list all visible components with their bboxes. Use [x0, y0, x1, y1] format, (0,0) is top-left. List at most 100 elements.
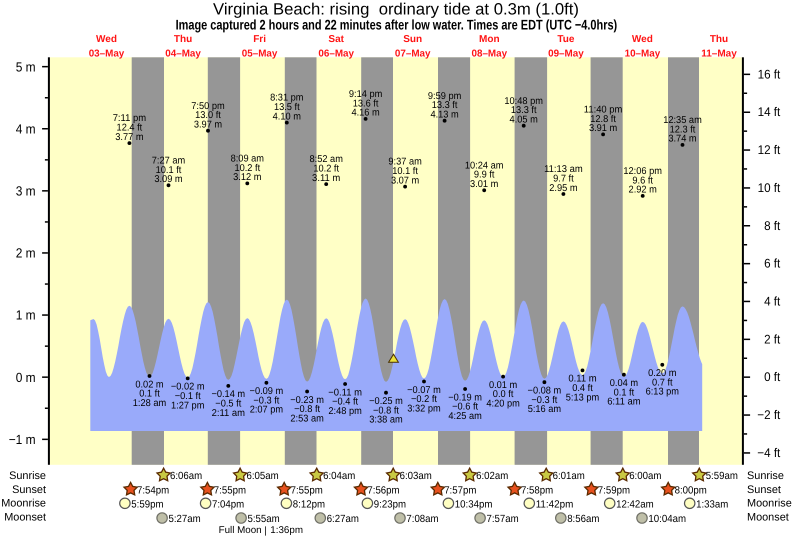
svg-text:12:06 pm: 12:06 pm — [623, 166, 662, 177]
svg-text:0 ft: 0 ft — [764, 370, 781, 384]
svg-text:7:58pm: 7:58pm — [521, 485, 553, 496]
svg-text:3:38 am: 3:38 am — [369, 415, 402, 426]
svg-text:−0.4 ft: −0.4 ft — [332, 397, 358, 408]
svg-text:Full Moon: Full Moon — [219, 525, 262, 536]
svg-text:10.1 ft: 10.1 ft — [156, 165, 182, 176]
svg-text:Moonrise: Moonrise — [747, 498, 792, 510]
svg-text:|: | — [264, 526, 267, 537]
svg-text:Sun: Sun — [403, 34, 422, 45]
svg-text:8:52 am: 8:52 am — [310, 154, 343, 165]
svg-text:2:53 am: 2:53 am — [290, 413, 323, 424]
svg-text:6:27am: 6:27am — [327, 514, 359, 525]
svg-text:−0.1 ft: −0.1 ft — [175, 391, 201, 402]
svg-text:0.20 m: 0.20 m — [648, 368, 676, 379]
svg-text:0.04 m: 0.04 m — [610, 378, 638, 389]
svg-text:0.0 ft: 0.0 ft — [493, 389, 514, 400]
svg-text:4 ft: 4 ft — [764, 295, 781, 309]
svg-text:12:35 am: 12:35 am — [663, 115, 702, 126]
svg-text:10 ft: 10 ft — [758, 181, 781, 195]
svg-text:5:16 am: 5:16 am — [528, 404, 561, 415]
svg-text:3 m: 3 m — [16, 184, 36, 199]
svg-text:7:56pm: 7:56pm — [367, 485, 399, 496]
svg-text:3.91 m: 3.91 m — [589, 123, 617, 134]
svg-text:Wed: Wed — [632, 34, 653, 45]
svg-text:5:27am: 5:27am — [169, 514, 201, 525]
svg-text:9.9 ft: 9.9 ft — [474, 170, 495, 181]
svg-text:9:59 pm: 9:59 pm — [428, 91, 461, 102]
svg-text:Virginia Beach: rising ordina: Virginia Beach: rising ordinary tide at … — [213, 1, 579, 19]
svg-text:2:11 am: 2:11 am — [212, 408, 245, 419]
svg-text:11:13 am: 11:13 am — [544, 164, 583, 175]
svg-text:−0.3 ft: −0.3 ft — [253, 395, 279, 406]
svg-text:8:09 am: 8:09 am — [231, 154, 264, 165]
svg-text:Fri: Fri — [253, 34, 266, 45]
svg-text:07–May: 07–May — [395, 49, 431, 60]
svg-text:04–May: 04–May — [165, 49, 201, 60]
svg-text:−0.11 m: −0.11 m — [328, 387, 362, 398]
svg-text:6:13 pm: 6:13 pm — [646, 387, 679, 398]
svg-text:0.1 ft: 0.1 ft — [614, 387, 635, 398]
svg-text:−0.07 m: −0.07 m — [407, 385, 441, 396]
svg-text:−0.2 ft: −0.2 ft — [411, 394, 437, 405]
svg-text:3.09 m: 3.09 m — [154, 174, 182, 185]
svg-text:Moonrise: Moonrise — [1, 498, 46, 510]
svg-text:3.01 m: 3.01 m — [470, 179, 498, 190]
svg-text:5:13 pm: 5:13 pm — [566, 392, 599, 403]
svg-text:0.01 m: 0.01 m — [489, 380, 517, 391]
svg-text:1:28 am: 1:28 am — [133, 398, 166, 409]
svg-text:2 m: 2 m — [16, 246, 36, 261]
svg-text:Sunset: Sunset — [747, 484, 781, 496]
svg-text:5:55am: 5:55am — [248, 514, 280, 525]
svg-text:10.1 ft: 10.1 ft — [392, 166, 418, 177]
svg-text:4.10 m: 4.10 m — [273, 111, 301, 122]
svg-text:09–May: 09–May — [548, 49, 584, 60]
svg-text:13.5 ft: 13.5 ft — [274, 102, 300, 113]
svg-text:2:48 pm: 2:48 pm — [328, 406, 361, 417]
svg-text:Sunrise: Sunrise — [9, 470, 46, 482]
svg-text:7:08am: 7:08am — [406, 514, 438, 525]
svg-text:3.12 m: 3.12 m — [233, 172, 261, 183]
svg-text:0.02 m: 0.02 m — [135, 379, 163, 390]
svg-text:12 ft: 12 ft — [758, 143, 781, 157]
svg-text:−0.08 m: −0.08 m — [528, 386, 562, 397]
svg-text:0.4 ft: 0.4 ft — [572, 383, 593, 394]
svg-text:12.8 ft: 12.8 ft — [590, 114, 616, 125]
svg-text:4.16 m: 4.16 m — [351, 108, 379, 119]
svg-text:6:11 am: 6:11 am — [607, 397, 640, 408]
svg-text:Tue: Tue — [557, 34, 574, 45]
svg-text:6:02am: 6:02am — [476, 471, 508, 482]
svg-text:7:59pm: 7:59pm — [598, 485, 630, 496]
svg-text:7:57pm: 7:57pm — [444, 485, 476, 496]
svg-text:10:04am: 10:04am — [648, 514, 686, 525]
svg-text:7:04pm: 7:04pm — [212, 499, 244, 510]
svg-text:Sat: Sat — [328, 34, 344, 45]
svg-text:13.3 ft: 13.3 ft — [432, 100, 458, 111]
svg-text:8:56am: 8:56am — [567, 514, 599, 525]
svg-text:Image captured 2 hours and 22: Image captured 2 hours and 22 minutes af… — [176, 16, 618, 32]
svg-text:08–May: 08–May — [472, 49, 508, 60]
svg-text:8:12pm: 8:12pm — [293, 499, 325, 510]
svg-text:05–May: 05–May — [242, 49, 278, 60]
svg-text:0.7 ft: 0.7 ft — [652, 377, 673, 388]
svg-text:8:31 pm: 8:31 pm — [270, 93, 303, 104]
svg-text:−1 m: −1 m — [9, 432, 36, 447]
svg-text:4 m: 4 m — [16, 121, 36, 136]
svg-text:3.77 m: 3.77 m — [115, 132, 143, 143]
svg-text:3.97 m: 3.97 m — [194, 120, 222, 131]
svg-text:−0.8 ft: −0.8 ft — [294, 404, 320, 415]
svg-text:Sunset: Sunset — [12, 484, 46, 496]
svg-text:Thu: Thu — [174, 34, 192, 45]
svg-text:Sunrise: Sunrise — [747, 470, 784, 482]
svg-text:13.3 ft: 13.3 ft — [511, 105, 537, 116]
svg-text:5 m: 5 m — [16, 59, 36, 74]
svg-text:3:32 pm: 3:32 pm — [407, 403, 440, 414]
svg-text:−0.14 m: −0.14 m — [211, 389, 245, 400]
svg-text:3.11 m: 3.11 m — [312, 173, 340, 184]
svg-text:−0.5 ft: −0.5 ft — [215, 399, 241, 410]
svg-text:13.0 ft: 13.0 ft — [195, 110, 221, 121]
svg-text:−0.6 ft: −0.6 ft — [452, 402, 478, 413]
svg-text:0.11 m: 0.11 m — [568, 374, 596, 385]
svg-text:8 ft: 8 ft — [764, 219, 781, 233]
svg-text:9:14 pm: 9:14 pm — [349, 89, 382, 100]
svg-text:−2 ft: −2 ft — [757, 408, 780, 422]
